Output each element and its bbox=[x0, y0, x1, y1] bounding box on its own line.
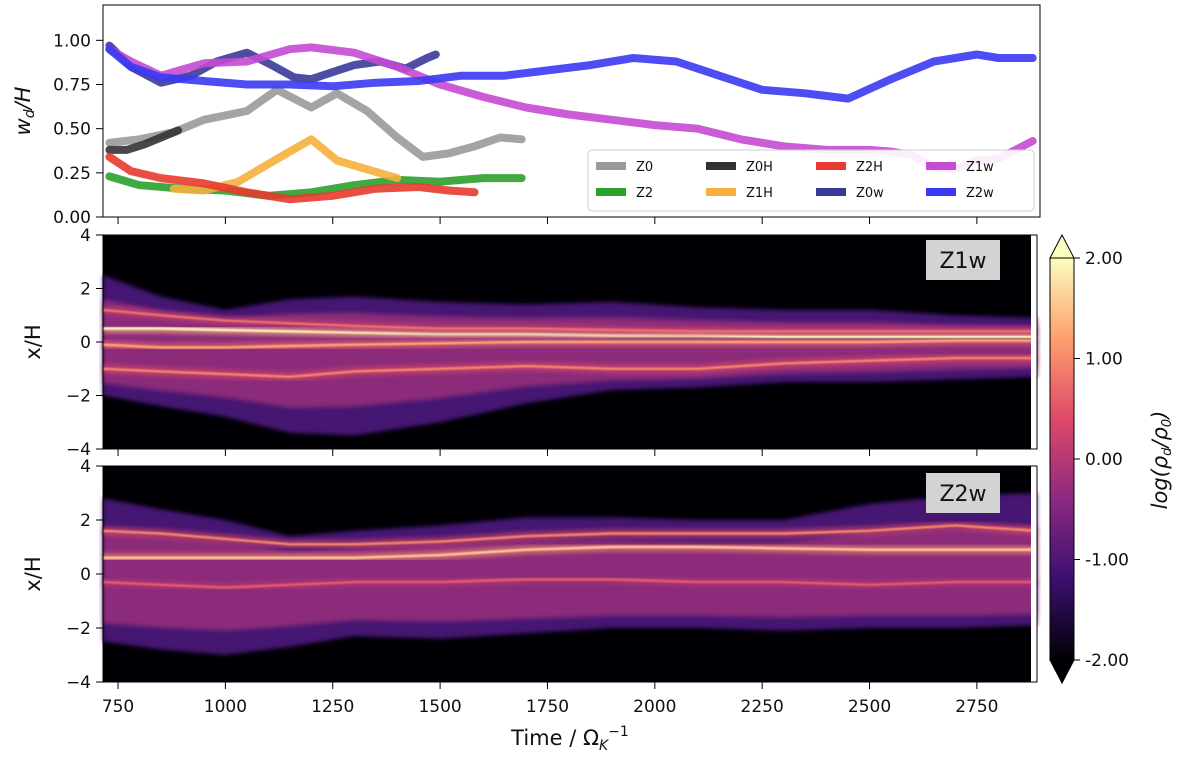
z1w-heatmap-panel: 4 2 0 −2 −4 Z1w x/H bbox=[21, 226, 1038, 460]
z2w-heatmap bbox=[102, 493, 1038, 655]
top-y-ticks: 0.00 0.25 0.50 0.75 1.00 bbox=[53, 31, 103, 228]
series-line-z0 bbox=[105, 85, 526, 161]
series-line-z2w bbox=[105, 45, 1037, 103]
legend-label-z2: Z2 bbox=[636, 186, 653, 201]
legend-label-z2w: Z2w bbox=[966, 186, 994, 201]
z2w-y-tick-label: −4 bbox=[66, 673, 91, 693]
z1w-y-tick-label: 2 bbox=[80, 280, 91, 300]
series-line-z2h bbox=[105, 152, 479, 204]
x-tick-label: 750 bbox=[102, 697, 134, 717]
colorbar-gradient bbox=[1049, 257, 1075, 661]
series-line-z2 bbox=[105, 172, 526, 200]
top-y-tick-label: 0.75 bbox=[53, 76, 91, 96]
z1w-y-tick-label: 0 bbox=[80, 333, 91, 353]
x-tick-label: 2750 bbox=[955, 697, 998, 717]
colorbar-ticks: 2.00 1.00 0.00 -1.00 -2.00 bbox=[1074, 249, 1129, 671]
legend-label-z1h: Z1H bbox=[746, 186, 773, 201]
x-tick-label: 1250 bbox=[311, 697, 354, 717]
x-tick-label: 2000 bbox=[633, 697, 676, 717]
z1w-y-tick-label: 4 bbox=[80, 226, 91, 246]
x-tick-label: 1500 bbox=[418, 697, 461, 717]
z1w-heatmap bbox=[102, 275, 1037, 436]
legend-box bbox=[587, 149, 1035, 212]
z1w-tag-box bbox=[926, 240, 1000, 280]
legend: Z0 Z0H Z2H Z1w Z2 Z1H Z0w Z2w bbox=[587, 149, 1035, 212]
colorbar-tick-label: 0.00 bbox=[1085, 450, 1123, 470]
z1w-y-tick-label: −4 bbox=[66, 440, 91, 460]
colorbar-tick-label: 1.00 bbox=[1085, 350, 1123, 370]
x-tick-label: 1750 bbox=[526, 697, 569, 717]
colorbar-tick-label: -2.00 bbox=[1085, 651, 1129, 671]
z1w-filament bbox=[102, 339, 1037, 349]
z1w-filament bbox=[102, 356, 1037, 379]
z2w-heatmap-panel: 4 2 0 −2 −4 750 1000 1250 1500 1750 2000 2250 2500 2… bbox=[21, 457, 1038, 754]
z2w-y-tick-label: 4 bbox=[80, 457, 91, 477]
top-y-axis-label: wd/H bbox=[11, 86, 38, 135]
z2w-x-ticks: 750 1000 1250 1500 1750 2000 2250 2500 2750 bbox=[102, 682, 999, 717]
colorbar-tick-label: -1.00 bbox=[1085, 551, 1129, 571]
z2w-right-strip bbox=[1031, 466, 1037, 682]
z1w-y-ticks: 4 2 0 −2 −4 bbox=[66, 226, 103, 460]
z2w-filament bbox=[102, 578, 1037, 589]
z1w-y-axis-label: x/H bbox=[21, 324, 45, 359]
x-tick-label: 2250 bbox=[741, 697, 784, 717]
series-line-z0h bbox=[105, 126, 183, 154]
x-tick-label: 1000 bbox=[204, 697, 247, 717]
z1w-y-tick-label: −2 bbox=[66, 387, 91, 407]
z2w-filament bbox=[102, 524, 1038, 546]
legend-label-z1w: Z1w bbox=[966, 160, 994, 175]
z2w-y-tick-label: 0 bbox=[80, 565, 91, 585]
legend-label-z0w: Z0w bbox=[856, 186, 884, 201]
top-y-tick-label: 0.50 bbox=[53, 120, 91, 140]
top-x-ticks bbox=[117, 217, 978, 224]
z1w-filament bbox=[102, 308, 1037, 333]
top-y-tick-label: 0.25 bbox=[53, 164, 91, 184]
colorbar: 2.00 1.00 0.00 -1.00 -2.00 log(ρd/ρ0) bbox=[1049, 233, 1175, 685]
colorbar-extend-top bbox=[1049, 233, 1075, 259]
x-tick-label: 2500 bbox=[848, 697, 891, 717]
colorbar-label: log(ρd/ρ0) bbox=[1148, 411, 1175, 510]
z2w-filament bbox=[103, 545, 1037, 559]
z2w-y-tick-label: −2 bbox=[66, 619, 91, 639]
top-y-tick-label: 1.00 bbox=[53, 31, 91, 51]
legend-label-z0h: Z0H bbox=[746, 160, 773, 175]
z2w-tag: Z2w bbox=[939, 482, 986, 507]
z1w-filament bbox=[103, 327, 1037, 338]
legend-label-z2h: Z2H bbox=[856, 160, 883, 175]
x-axis-label: Time / ΩK−1 bbox=[510, 724, 629, 754]
colorbar-extend-bottom bbox=[1049, 659, 1075, 685]
z2w-y-tick-label: 2 bbox=[80, 511, 91, 531]
z1w-tag: Z1w bbox=[939, 249, 986, 274]
z1w-right-strip bbox=[1031, 235, 1037, 449]
z2w-y-axis-label: x/H bbox=[21, 556, 45, 591]
z2w-y-ticks: 4 2 0 −2 −4 bbox=[66, 457, 103, 693]
legend-label-z0: Z0 bbox=[636, 160, 653, 175]
z2w-tag-box bbox=[926, 473, 1000, 513]
top-y-tick-label: 0.00 bbox=[53, 208, 91, 228]
z1w-x-ticks bbox=[117, 449, 978, 456]
colorbar-tick-label: 2.00 bbox=[1085, 249, 1123, 269]
